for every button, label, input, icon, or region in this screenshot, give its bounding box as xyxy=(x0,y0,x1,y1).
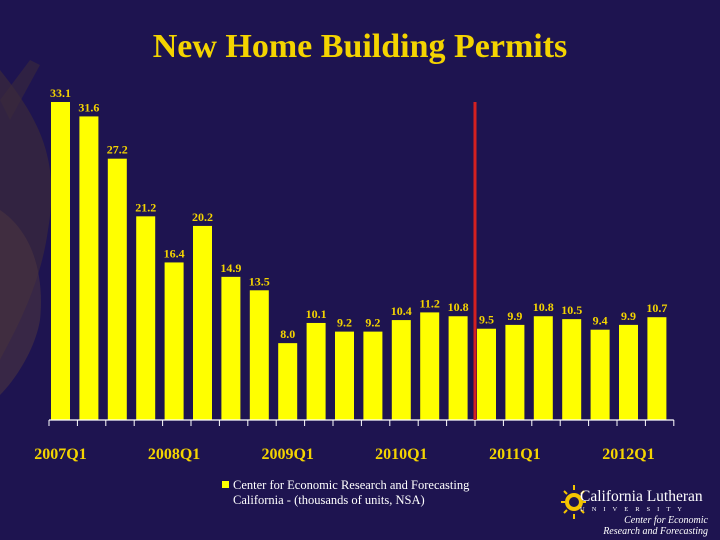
bar-2011Q2 xyxy=(533,316,553,420)
legend-line-1: Center for Economic Research and Forecas… xyxy=(233,478,470,492)
bar-2010Q4 xyxy=(477,328,496,420)
bar-2007Q1 xyxy=(51,102,70,420)
bar-2009Q2 xyxy=(306,322,326,420)
bar-2008Q3 xyxy=(221,276,241,420)
data-label-2009Q2: 10.1 xyxy=(306,307,327,321)
logo-center-line-2: Research and Forecasting xyxy=(603,526,708,537)
data-label-2011Q2: 10.8 xyxy=(533,300,554,314)
data-label-2008Q4: 13.5 xyxy=(249,274,270,288)
bar-2012Q2 xyxy=(647,317,667,420)
data-label-2008Q3: 14.9 xyxy=(220,261,241,275)
bar-2010Q2 xyxy=(420,312,440,420)
bar-2007Q3 xyxy=(107,158,127,420)
bar-2008Q1 xyxy=(164,262,184,420)
bar-2009Q3 xyxy=(335,331,354,420)
data-label-2007Q2: 31.6 xyxy=(78,100,99,114)
bar-2007Q2 xyxy=(79,116,99,420)
data-label-2011Q3: 10.5 xyxy=(561,303,582,317)
data-label-2010Q3: 10.8 xyxy=(448,300,469,314)
x-tick-label-2010Q1: 2010Q1 xyxy=(375,446,427,463)
data-label-2008Q2: 20.2 xyxy=(192,210,213,224)
bar-2011Q1 xyxy=(505,324,525,420)
background-decoration xyxy=(0,60,52,395)
x-tick-label-2009Q1: 2009Q1 xyxy=(261,446,313,463)
legend-swatch xyxy=(222,481,229,488)
legend-line-2: California - (thousands of units, NSA) xyxy=(233,493,425,507)
data-label-2010Q4: 9.5 xyxy=(479,313,494,327)
data-label-2009Q3: 9.2 xyxy=(337,316,352,330)
logo-university: UNIVERSITY xyxy=(580,506,689,513)
data-label-2007Q4: 21.2 xyxy=(135,200,156,214)
bar-2011Q3 xyxy=(562,319,582,420)
data-label-2010Q1: 10.4 xyxy=(391,304,412,318)
data-label-2012Q1: 9.9 xyxy=(621,309,636,323)
data-label-2010Q2: 11.2 xyxy=(420,296,440,310)
university-logo: California Lutheran UNIVERSITY Center fo… xyxy=(560,476,720,540)
bars-group xyxy=(51,102,667,420)
bar-2009Q1 xyxy=(278,343,298,420)
bar-2008Q4 xyxy=(249,290,269,420)
x-axis xyxy=(48,419,675,426)
data-label-2007Q3: 27.2 xyxy=(107,143,128,157)
data-label-2008Q1: 16.4 xyxy=(164,246,185,260)
legend: Center for Economic Research and Forecas… xyxy=(222,478,469,508)
data-label-2012Q2: 10.7 xyxy=(646,301,667,315)
sun-emblem-icon xyxy=(561,485,586,519)
x-tick-label-2008Q1: 2008Q1 xyxy=(148,446,200,463)
data-labels-group: 33.1 31.6 27.2 21.2 16.4 20.2 14.9 13.5 8.0 10.1 9… xyxy=(50,86,667,341)
x-tick-label-2007Q1: 2007Q1 xyxy=(34,446,86,463)
logo-name: California Lutheran xyxy=(580,488,703,505)
bar-2008Q2 xyxy=(193,225,212,420)
bar-2012Q1 xyxy=(619,324,638,420)
data-label-2009Q4: 9.2 xyxy=(365,316,380,330)
bar-2009Q4 xyxy=(363,331,383,420)
logo-center-line-1: Center for Economic xyxy=(624,515,708,526)
data-label-2011Q1: 9.9 xyxy=(507,309,522,323)
data-label-2009Q1: 8.0 xyxy=(280,327,295,341)
data-label-2007Q1: 33.1 xyxy=(50,86,71,100)
bar-2007Q4 xyxy=(136,216,156,420)
data-label-2011Q4: 9.4 xyxy=(593,314,608,328)
x-tick-label-2011Q1: 2011Q1 xyxy=(489,446,541,463)
bar-2010Q1 xyxy=(391,320,411,420)
chart-title: New Home Building Permits xyxy=(152,28,568,65)
x-tick-labels-group: 2007Q1 2008Q1 2009Q1 2010Q1 2011Q1 2012Q1 xyxy=(34,446,654,463)
x-tick-label-2012Q1: 2012Q1 xyxy=(602,446,654,463)
bar-2011Q4 xyxy=(590,329,610,420)
bar-2010Q3 xyxy=(448,316,468,420)
